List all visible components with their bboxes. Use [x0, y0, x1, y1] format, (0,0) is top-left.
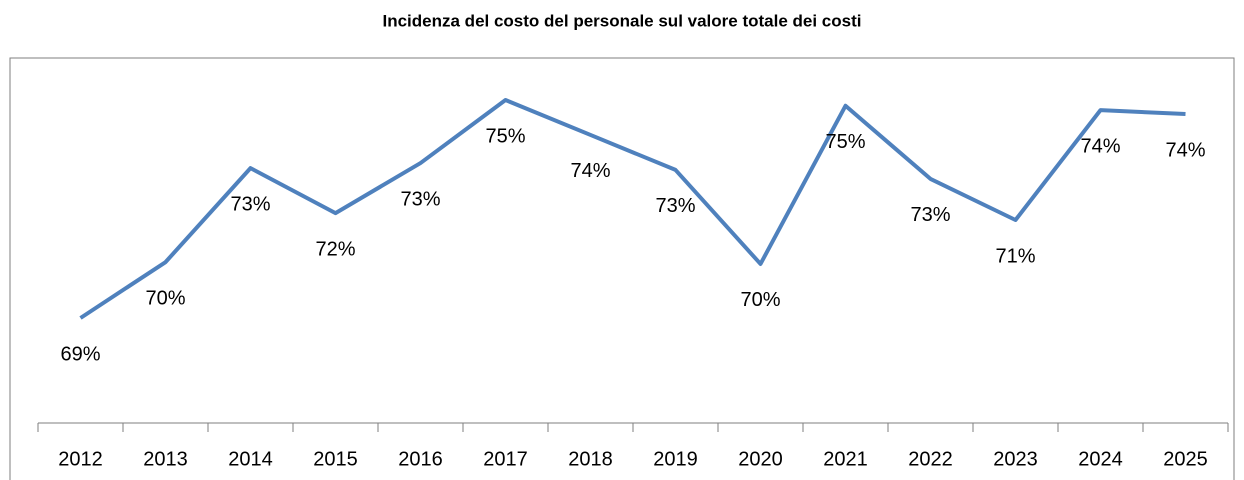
x-tick-label: 2024: [1078, 448, 1123, 470]
x-tick-label: 2023: [993, 448, 1038, 470]
data-label: 74%: [1165, 139, 1205, 161]
x-tick-label: 2016: [398, 448, 443, 470]
plot-frame: [9, 57, 1235, 480]
data-label: 69%: [60, 343, 100, 365]
x-tick-label: 2025: [1163, 448, 1208, 470]
x-tick-label: 2021: [823, 448, 868, 470]
x-tick-label: 2017: [483, 448, 528, 470]
data-label: 71%: [995, 245, 1035, 267]
x-tick-label: 2013: [143, 448, 188, 470]
x-tick-label: 2014: [228, 448, 273, 470]
x-tick-label: 2018: [568, 448, 613, 470]
data-label: 73%: [910, 204, 950, 226]
data-label: 75%: [825, 131, 865, 153]
data-label: 73%: [655, 195, 695, 217]
x-tick-label: 2012: [58, 448, 103, 470]
x-tick-label: 2019: [653, 448, 698, 470]
x-tick-label: 2020: [738, 448, 783, 470]
x-tick-label: 2015: [313, 448, 358, 470]
data-label: 70%: [145, 287, 185, 309]
data-label: 74%: [1080, 135, 1120, 157]
x-tick-label: 2022: [908, 448, 953, 470]
data-label: 73%: [230, 193, 270, 215]
data-label: 73%: [400, 188, 440, 210]
data-label: 74%: [570, 160, 610, 182]
data-line: [79, 98, 1186, 320]
data-label: 70%: [740, 289, 780, 311]
chart-title: Incidenza del costo del personale sul va…: [383, 11, 862, 30]
data-label: 75%: [485, 125, 525, 147]
data-label: 72%: [315, 238, 355, 260]
